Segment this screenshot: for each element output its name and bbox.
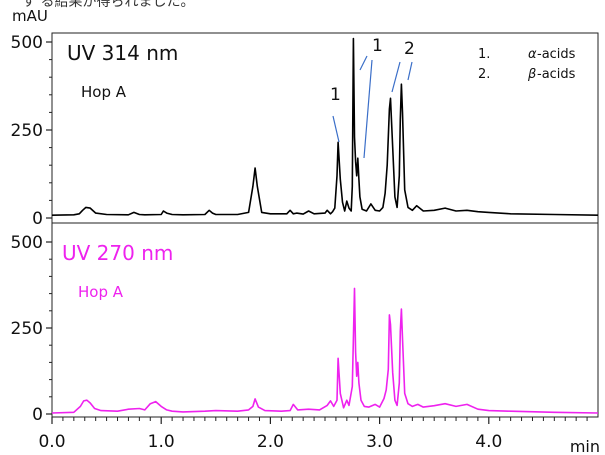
- panel-title: UV 314 nm: [67, 41, 178, 65]
- y-tick-label: 250: [11, 121, 43, 141]
- y-tick-label: 0: [32, 209, 43, 229]
- y-tick-label: 500: [11, 233, 43, 253]
- y-unit-label: mAU: [12, 7, 48, 25]
- x-tick-label: 2.0: [257, 432, 284, 452]
- legend-greek-alpha: α: [528, 47, 537, 62]
- trace-uv270: [51, 287, 599, 414]
- pointer-line: [359, 55, 368, 71]
- x-tick-label: 0.0: [38, 432, 65, 452]
- y-tick-label: 500: [11, 33, 43, 53]
- panel-title: UV 270 nm: [62, 241, 173, 265]
- legend-label: -acids: [537, 67, 576, 82]
- legend-number: 2.: [478, 67, 490, 82]
- pointer-line: [332, 115, 340, 143]
- y-axis: 0 250 500: [11, 33, 52, 229]
- trace-uv314: [51, 37, 599, 216]
- peak-label-alpha-1: 1: [330, 85, 341, 105]
- peak-label-beta: 2: [404, 39, 415, 59]
- y-axis: 0 250 500: [11, 233, 52, 425]
- legend: 1. α -acids 2. β -acids: [478, 47, 576, 82]
- legend-number: 1.: [478, 47, 490, 62]
- legend-greek-beta: β: [527, 67, 536, 82]
- sample-label: Hop A: [78, 283, 124, 301]
- panel-uv314: 0 250 500 UV 314 nm Hop A 1 1 2 1. α -acid…: [11, 32, 599, 229]
- x-tick-label: 3.0: [366, 432, 393, 452]
- pointer-line: [363, 59, 373, 159]
- pointer-line: [391, 61, 401, 93]
- peak-label-alpha-2: 1: [372, 36, 383, 56]
- x-axis: 0.0 1.0 2.0 3.0 4.0: [38, 417, 588, 452]
- x-tick-label: 1.0: [148, 432, 175, 452]
- panel-uv270: 0 250 500 UV 270 nm Hop A: [11, 222, 599, 425]
- x-axis-label: min: [570, 437, 600, 455]
- y-tick-label: 0: [32, 405, 43, 425]
- pointer-line: [407, 61, 413, 81]
- sample-label: Hop A: [81, 83, 127, 101]
- y-tick-label: 250: [11, 319, 43, 339]
- legend-label: -acids: [537, 47, 576, 62]
- cutoff-caption: す る結果が得られました。: [22, 0, 195, 10]
- x-tick-label: 4.0: [475, 432, 502, 452]
